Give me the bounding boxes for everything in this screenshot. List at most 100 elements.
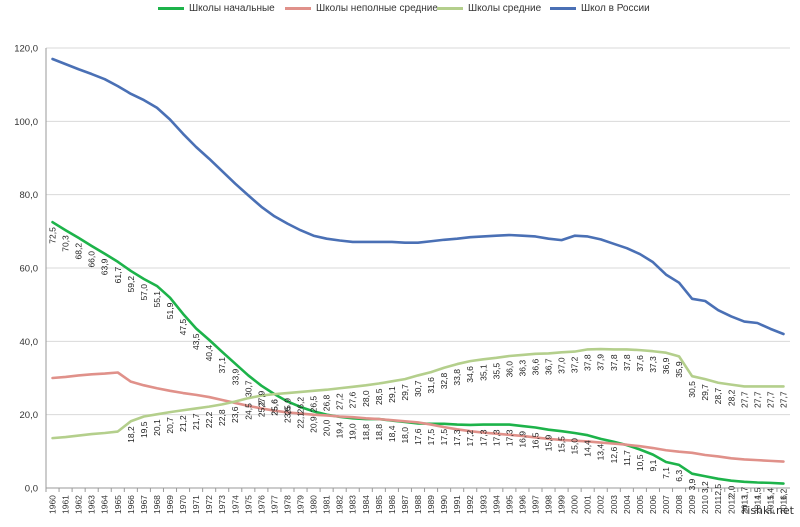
data-label: 35,1 [478,364,488,381]
x-tick-label: 1972 [204,495,214,514]
series-line [51,57,785,336]
data-label: 28,0 [361,390,371,407]
legend-label-secondary: Школы средние [468,3,542,14]
data-label: 16,5 [530,432,540,449]
data-label: 25,2 [256,400,266,417]
data-label: 26,5 [309,396,319,413]
data-label: 11,7 [622,450,632,466]
series-line [51,347,785,440]
data-label: 28,2 [726,389,736,406]
legend-item-schools-in-russia: Школ в России [550,3,650,14]
x-tick-label: 1971 [191,495,201,514]
x-tick-label: 2002 [596,495,606,514]
data-label: 32,8 [439,372,449,389]
x-tick-label: 2007 [661,495,671,514]
data-label: 31,6 [426,377,436,394]
data-label: 37,8 [622,354,632,371]
data-label: 17,3 [452,429,462,446]
data-label: 51,9 [165,302,175,319]
data-label: 27,7 [739,391,749,408]
x-tick-label: 1999 [557,495,567,514]
data-label: 17,3 [504,429,514,446]
data-label: 18,0 [400,427,410,444]
x-tick-label: 1998 [544,495,554,514]
data-label: 1,4 [765,488,775,500]
x-tick-label: 1982 [335,495,345,514]
data-label: 29,7 [400,384,410,401]
data-label: 3,9 [687,478,697,490]
data-label: 2,5 [713,484,723,496]
y-tick-label: 60,0 [20,264,39,275]
x-tick-label: 1993 [478,495,488,514]
chart-series-lines [51,57,785,485]
chart-data-labels: 72,5 70,3 68,2 66,0 63,9 61,759,2 57,0 55,151,9… [48,227,789,501]
data-label: 15,0 [570,438,580,455]
x-tick-label: 1980 [309,495,319,514]
data-label: 29,1 [387,386,397,403]
data-label: 17,3 [491,429,501,446]
x-tick-label: 1992 [465,495,475,514]
x-tick-label: 2015 [765,495,775,514]
legend-label-russia: Школ в России [581,3,650,14]
x-tick-label: 2003 [609,495,619,514]
x-tick-label: 1988 [413,495,423,514]
data-label: 16,9 [517,431,527,448]
x-tick-label: 1977 [269,495,279,514]
y-tick-label: 0,0 [25,484,38,495]
x-tick-label: 1966 [126,495,136,514]
data-label: 36,9 [661,357,671,374]
data-label: 27,2 [335,393,345,410]
data-label: 21,7 [191,413,201,430]
data-label: 15,9 [544,434,554,451]
y-tick-label: 120,0 [14,44,38,55]
x-tick-label: 1995 [504,495,514,514]
x-tick-label: 2010 [700,495,710,514]
data-label: 37,3 [648,356,658,373]
watermark-text: Fishki.net [741,504,794,517]
data-label: 68,2 [74,243,84,260]
x-tick-label: 1997 [530,495,540,514]
data-label: 25,6 [269,399,279,416]
data-label: 29,7 [700,384,710,401]
series-line [51,371,785,463]
data-label: 20,9 [309,416,319,433]
data-label: 22,8 [217,409,227,426]
data-label: 19,4 [335,422,345,439]
data-label: 20,0 [322,419,332,436]
data-label: 17,2 [465,430,475,447]
data-label: 66,0 [87,251,97,268]
data-label: 47,5 [178,319,188,336]
x-tick-label: 1984 [361,495,371,514]
data-label: 22,1 [296,412,306,429]
x-tick-label: 1978 [282,495,292,514]
data-label: 18,8 [374,424,384,441]
x-tick-label: 1963 [87,495,97,514]
data-label: 19,5 [139,421,149,438]
data-label: 21,2 [178,415,188,432]
legend-item-primary-schools: Школы начальные [158,3,275,14]
y-tick-label: 100,0 [14,117,38,128]
data-label: 37,6 [635,355,645,372]
data-label: 17,5 [439,429,449,446]
y-tick-label: 40,0 [20,337,39,348]
x-tick-label: 1991 [452,495,462,514]
legend-item-incomplete-secondary-schools: Школы неполные средние [285,3,438,14]
x-tick-label: 1968 [152,495,162,514]
legend-swatch-incomplete-secondary [285,7,311,10]
x-tick-label: 2008 [674,495,684,514]
data-label: 37,0 [557,357,567,374]
data-label: 18,8 [361,424,371,441]
data-label: 35,9 [674,361,684,378]
x-tick-label: 2009 [687,495,697,514]
x-tick-label: 2014 [752,495,762,514]
x-tick-label: 1975 [243,495,253,514]
data-label: 1,2 [778,488,788,500]
data-label: 30,7 [243,380,253,397]
x-tick-label: 2001 [583,495,593,514]
data-label: 10,5 [635,454,645,471]
data-label: 24,5 [243,403,253,420]
x-tick-label: 1970 [178,495,188,514]
data-label: 37,8 [583,354,593,371]
data-label: 3,2 [700,481,710,493]
